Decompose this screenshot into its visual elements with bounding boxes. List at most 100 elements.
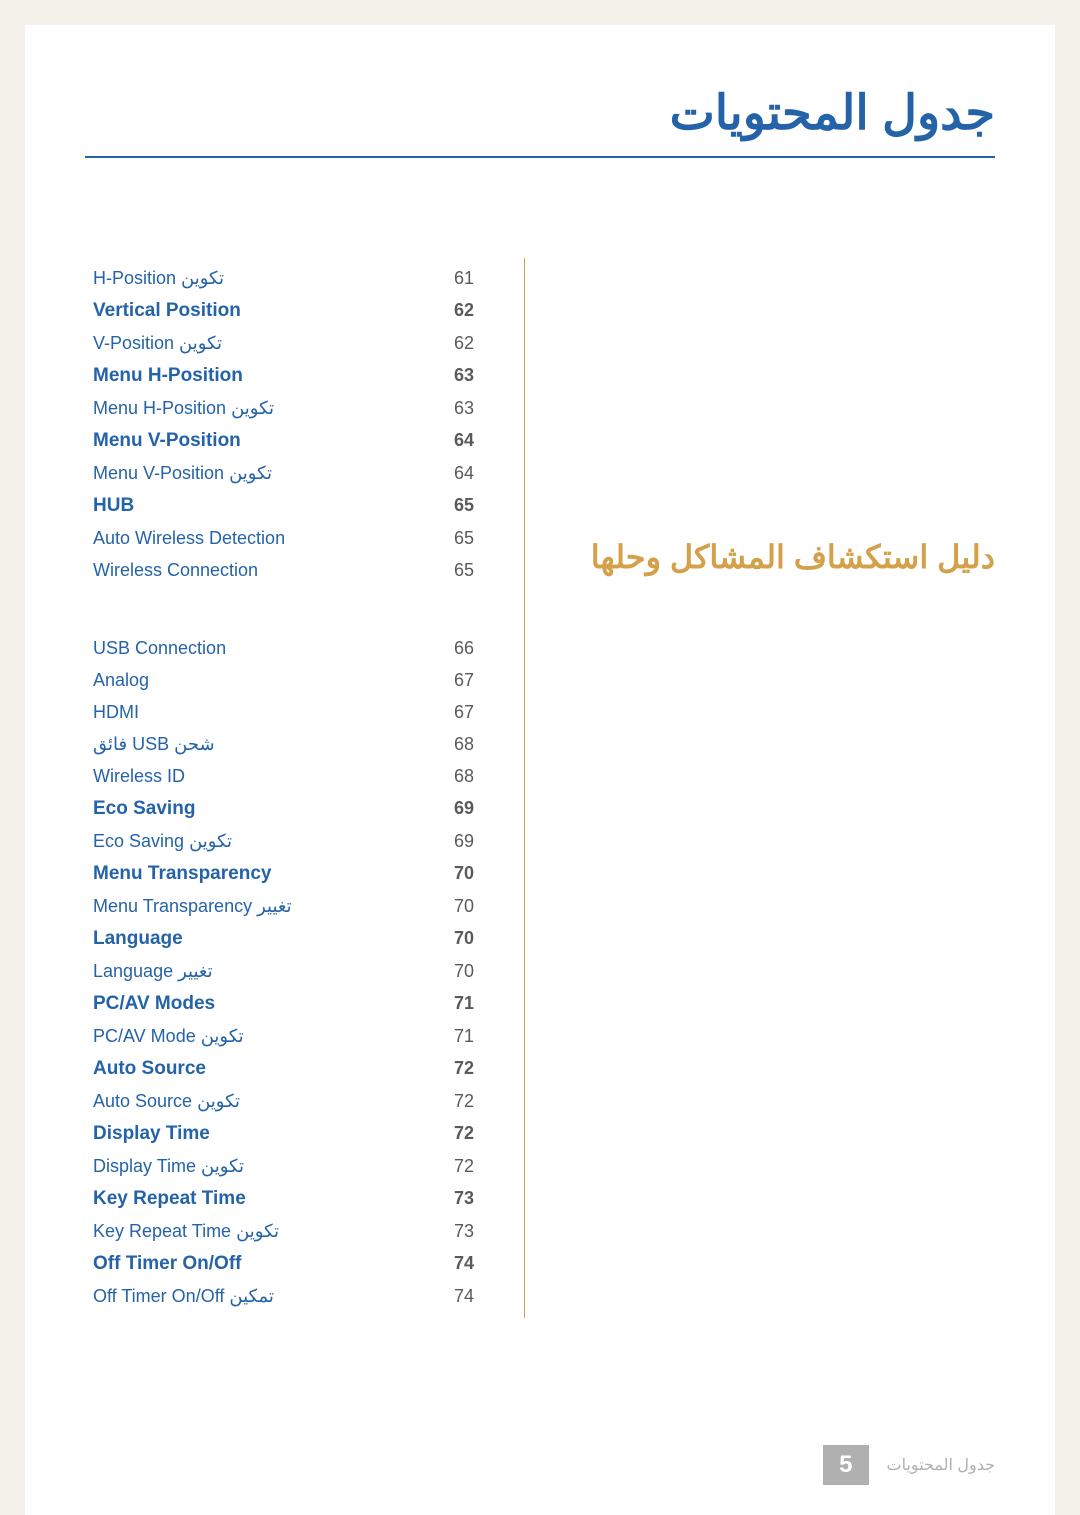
toc-entry-link[interactable]: تكوين Auto Source [85, 1091, 454, 1112]
toc-entry-link[interactable]: تكوين Display Time [85, 1156, 454, 1177]
toc-page-number: 63 [454, 365, 499, 386]
toc-page-number: 70 [454, 928, 499, 949]
toc-page-number: 62 [454, 300, 499, 321]
toc-page-number: 72 [454, 1156, 499, 1177]
footer-label: جدول المحتويات [887, 1455, 995, 1475]
footer-page-number: 5 [823, 1445, 868, 1485]
toc-entry-link[interactable]: تكوين PC/AV Mode [85, 1026, 454, 1047]
toc-row: 69Eco Saving [85, 798, 499, 820]
toc-page-number: 66 [454, 638, 499, 659]
toc-page-number: 74 [454, 1286, 499, 1307]
toc-row: 72Display Time [85, 1123, 499, 1145]
toc-page-number: 70 [454, 863, 499, 884]
toc-page-number: 71 [454, 1026, 499, 1047]
toc-page-number: 71 [454, 993, 499, 1014]
toc-row: 62تكوين V-Position [85, 333, 499, 354]
toc-page-number: 73 [454, 1188, 499, 1209]
toc-entry-link[interactable]: Auto Wireless Detection [85, 528, 454, 549]
toc-entry-link[interactable]: تغيير Language [85, 961, 454, 982]
toc-row: 63تكوين Menu H-Position [85, 398, 499, 419]
toc-page-number: 68 [454, 766, 499, 787]
toc-entry-link[interactable]: Analog [85, 670, 454, 691]
toc-entry-link[interactable]: تكوين Eco Saving [85, 831, 454, 852]
toc-heading-link[interactable]: Vertical Position [85, 300, 454, 322]
toc-row: 72Auto Source [85, 1058, 499, 1080]
toc-heading-link[interactable]: Language [85, 928, 454, 950]
toc-page-number: 65 [454, 528, 499, 549]
content-area: دليل استكشاف المشاكل وحلها 61تكوين H-Pos… [85, 258, 995, 1318]
toc-heading-link[interactable]: Eco Saving [85, 798, 454, 820]
toc-entry-link[interactable]: تكوين Menu V-Position [85, 463, 454, 484]
toc-row: 66USB Connection [85, 638, 499, 659]
toc-entry-link[interactable]: تغيير Menu Transparency [85, 896, 454, 917]
toc-page-number: 72 [454, 1058, 499, 1079]
page-title: جدول المحتويات [85, 65, 995, 156]
toc-row: 70Menu Transparency [85, 863, 499, 885]
toc-row: 64تكوين Menu V-Position [85, 463, 499, 484]
toc-page-number: 65 [454, 495, 499, 516]
toc-page-number: 73 [454, 1221, 499, 1242]
toc-heading-link[interactable]: HUB [85, 495, 454, 517]
toc-page-number: 67 [454, 702, 499, 723]
toc-entry-link[interactable]: تكوين Menu H-Position [85, 398, 454, 419]
page-footer: جدول المحتويات 5 [823, 1445, 995, 1485]
toc-row: 70Language [85, 928, 499, 950]
toc-row: 72تكوين Display Time [85, 1156, 499, 1177]
toc-entry-link[interactable]: شحن USB فائق [85, 734, 454, 755]
toc-page-number: 70 [454, 961, 499, 982]
toc-page-number: 63 [454, 398, 499, 419]
toc-page-number: 64 [454, 463, 499, 484]
toc-row: 65Auto Wireless Detection [85, 528, 499, 549]
toc-row: 68شحن USB فائق [85, 734, 499, 755]
toc-heading-link[interactable]: PC/AV Modes [85, 993, 454, 1015]
toc-row: 74تمكين Off Timer On/Off [85, 1286, 499, 1307]
toc-heading-link[interactable]: Display Time [85, 1123, 454, 1145]
toc-page-number: 65 [454, 560, 499, 581]
toc-row: 64Menu V-Position [85, 430, 499, 452]
toc-heading-link[interactable]: Key Repeat Time [85, 1188, 454, 1210]
toc-row: 67Analog [85, 670, 499, 691]
toc-row: 73Key Repeat Time [85, 1188, 499, 1210]
toc-row: 63Menu H-Position [85, 365, 499, 387]
toc-row: 65Wireless Connection [85, 560, 499, 581]
toc-page-number: 68 [454, 734, 499, 755]
section-heading: دليل استكشاف المشاكل وحلها [565, 538, 995, 576]
toc-page-number: 69 [454, 831, 499, 852]
toc-page-number: 61 [454, 268, 499, 289]
toc-page-number: 69 [454, 798, 499, 819]
toc-entry-link[interactable]: تكوين Key Repeat Time [85, 1221, 454, 1242]
toc-page-number: 67 [454, 670, 499, 691]
toc-entry-link[interactable]: Wireless Connection [85, 560, 454, 581]
toc-row: 68Wireless ID [85, 766, 499, 787]
toc-entry-link[interactable]: تمكين Off Timer On/Off [85, 1286, 454, 1307]
toc-page-number: 70 [454, 896, 499, 917]
toc-entry-link[interactable]: تكوين V-Position [85, 333, 454, 354]
toc-row: 62Vertical Position [85, 300, 499, 322]
toc-row: 71تكوين PC/AV Mode [85, 1026, 499, 1047]
toc-page-number: 72 [454, 1091, 499, 1112]
toc-column: 61تكوين H-Position62Vertical Position62ت… [85, 258, 525, 1318]
toc-entry-link[interactable]: HDMI [85, 702, 454, 723]
toc-heading-link[interactable]: Off Timer On/Off [85, 1253, 454, 1275]
toc-heading-link[interactable]: Menu H-Position [85, 365, 454, 387]
toc-row: 70تغيير Language [85, 961, 499, 982]
toc-page-number: 64 [454, 430, 499, 451]
toc-row: 74Off Timer On/Off [85, 1253, 499, 1275]
toc-heading-link[interactable]: Menu Transparency [85, 863, 454, 885]
toc-row: 71PC/AV Modes [85, 993, 499, 1015]
toc-entry-link[interactable]: USB Connection [85, 638, 454, 659]
toc-gap [85, 592, 499, 638]
toc-row: 73تكوين Key Repeat Time [85, 1221, 499, 1242]
page-container: جدول المحتويات دليل استكشاف المشاكل وحله… [25, 25, 1055, 1515]
toc-row: 72تكوين Auto Source [85, 1091, 499, 1112]
toc-row: 61تكوين H-Position [85, 268, 499, 289]
toc-entry-link[interactable]: Wireless ID [85, 766, 454, 787]
toc-page-number: 74 [454, 1253, 499, 1274]
toc-row: 70تغيير Menu Transparency [85, 896, 499, 917]
toc-row: 67HDMI [85, 702, 499, 723]
section-heading-column: دليل استكشاف المشاكل وحلها [565, 258, 995, 1318]
toc-entry-link[interactable]: تكوين H-Position [85, 268, 454, 289]
toc-heading-link[interactable]: Menu V-Position [85, 430, 454, 452]
toc-heading-link[interactable]: Auto Source [85, 1058, 454, 1080]
toc-page-number: 62 [454, 333, 499, 354]
